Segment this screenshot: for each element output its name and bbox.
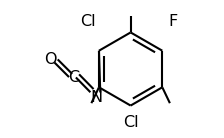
Text: C: C <box>68 71 79 85</box>
Text: O: O <box>44 52 57 67</box>
Text: Cl: Cl <box>80 14 96 30</box>
Text: Cl: Cl <box>123 115 138 130</box>
Text: N: N <box>91 90 103 105</box>
Text: F: F <box>169 14 178 30</box>
